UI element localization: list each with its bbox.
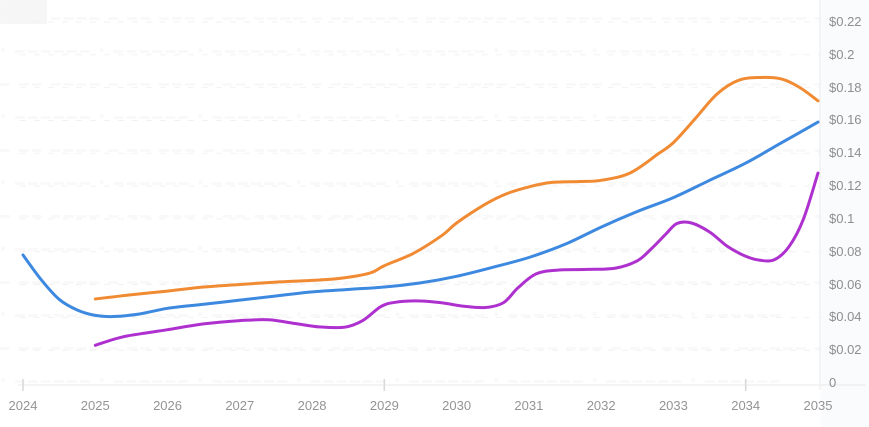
orange-line: [93, 75, 820, 301]
x-axis-label: 2024: [8, 398, 38, 413]
x-axis-label: 2035: [803, 398, 833, 413]
y-axis-label: $0.06: [829, 276, 862, 292]
y-axis-label: $0.18: [829, 79, 862, 95]
y-axis-label: $0.02: [829, 342, 862, 358]
x-axis-label: 2032: [586, 398, 616, 413]
x-axis-label: 2026: [153, 398, 182, 413]
blue-line: [21, 120, 820, 319]
y-axis-label: $0.1: [829, 210, 855, 226]
y-axis-label: $0.22: [829, 14, 862, 29]
y-axis-label: $0.2: [829, 46, 855, 62]
purple-line: [93, 171, 820, 347]
y-axis-gutter: [821, 0, 869, 427]
y-axis-label: $0.16: [829, 112, 862, 128]
x-axis-label: 2028: [297, 398, 327, 413]
x-axis-label: 2031: [514, 398, 544, 413]
x-axis-label: 2034: [731, 398, 761, 413]
x-axis-label: 2025: [80, 398, 110, 413]
y-axis-label: $0.14: [829, 145, 862, 161]
x-axis-label: 2033: [658, 398, 688, 413]
corner-overlay: [0, 0, 47, 24]
y-axis-label: $0.08: [829, 243, 862, 259]
x-axis-label: 2027: [225, 398, 255, 413]
y-axis-label: 0: [829, 375, 837, 390]
y-axis-label: $0.12: [829, 178, 862, 194]
y-axis-label: $0.04: [829, 309, 862, 325]
x-axis-label: 2030: [442, 398, 472, 413]
x-axis-label: 2029: [369, 398, 399, 413]
